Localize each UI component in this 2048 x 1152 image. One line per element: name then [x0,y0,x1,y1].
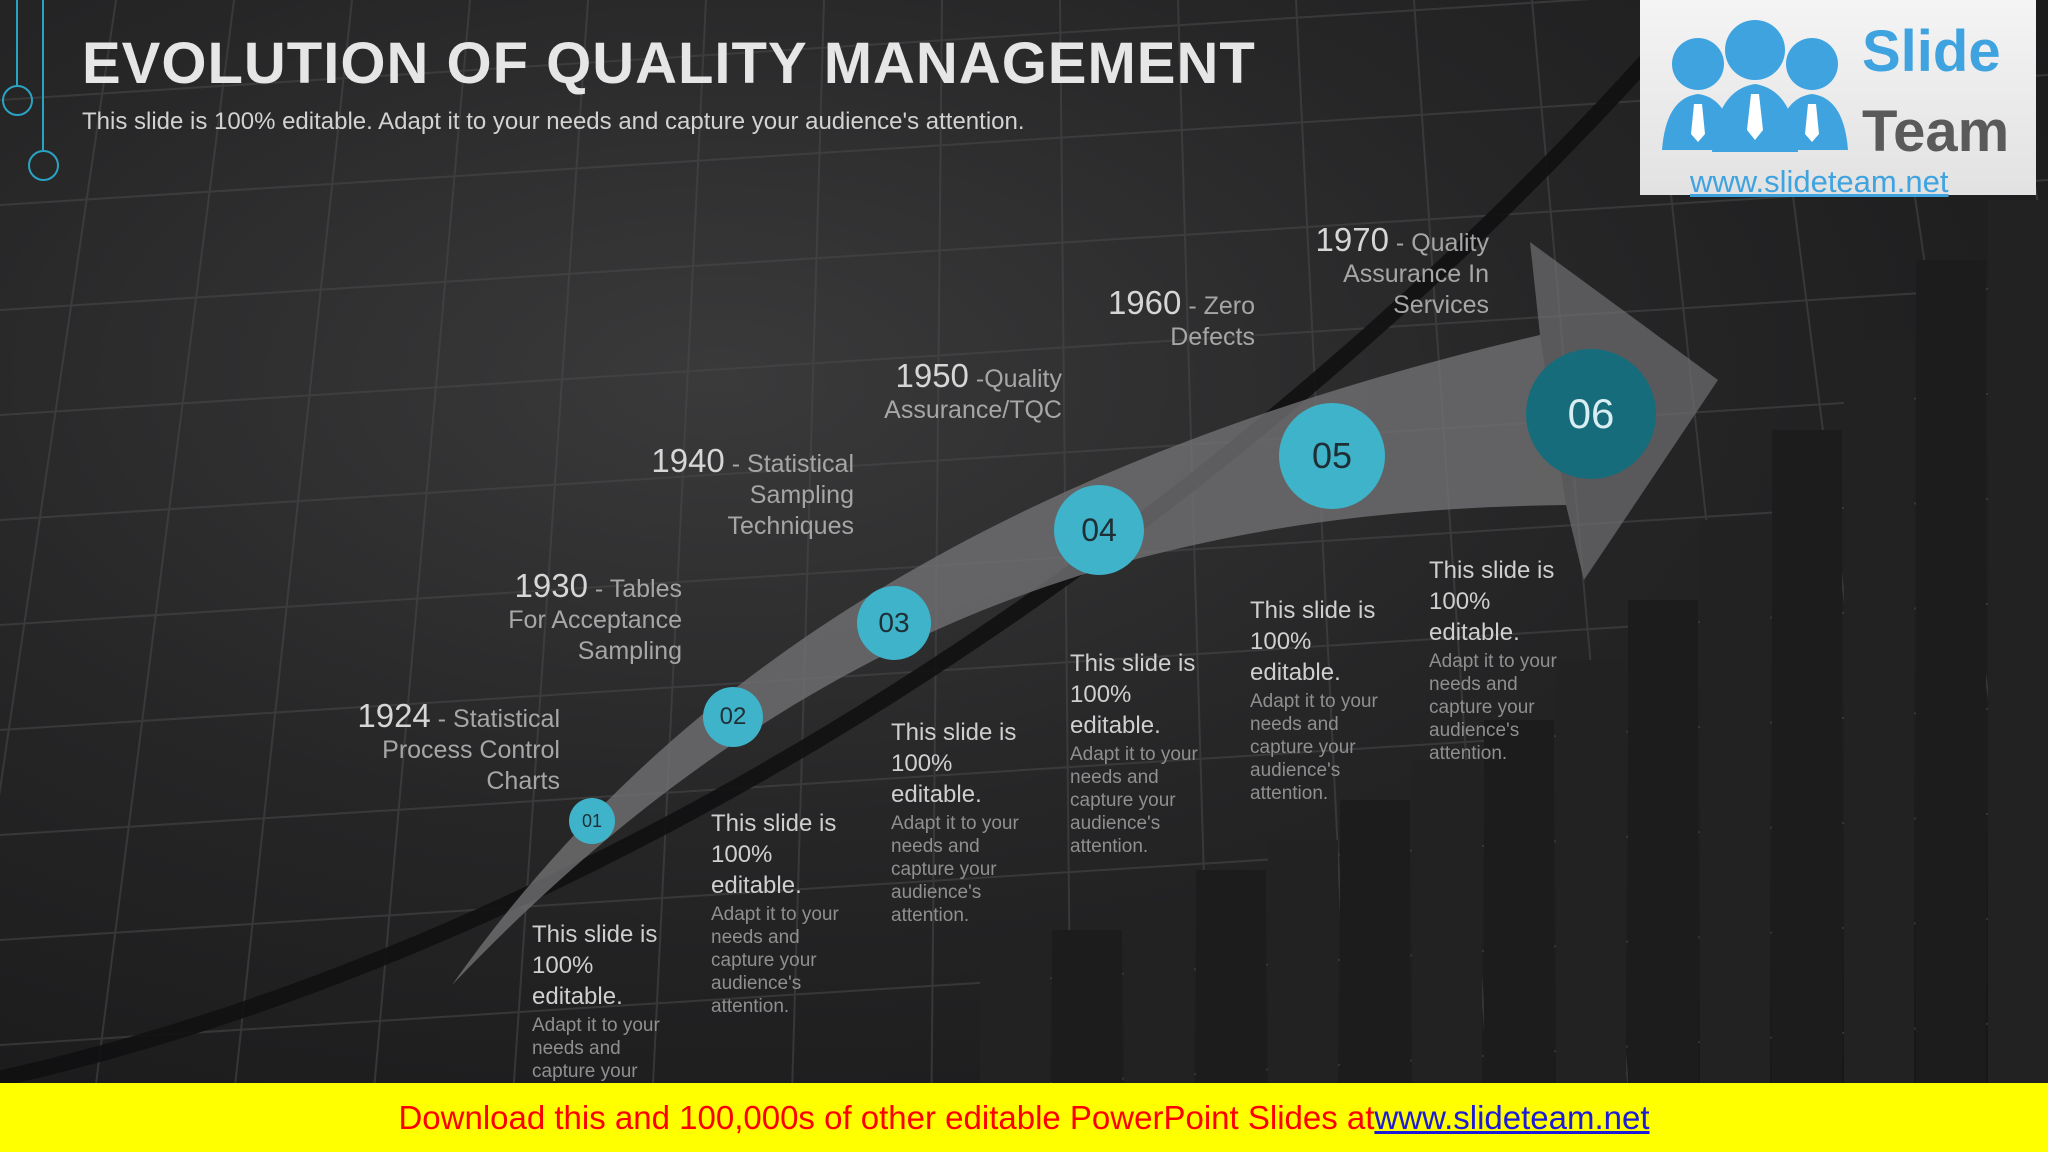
footer-link[interactable]: www.slideteam.net [1374,1098,1650,1136]
milestone-circle-06: 06 [1526,349,1656,479]
description-body: Adapt it to your needs and capture your … [1429,651,1557,764]
milestone-event-line: Process Control [382,736,560,764]
decor-ring-2 [28,150,59,181]
background-bar-chart [980,200,2048,1083]
milestone-event-line: Charts [486,767,560,795]
milestone-label-06: 1970 - Quality Assurance In Services [1315,221,1489,321]
background-graphic [0,0,2048,1083]
milestone-event-line: Statistical [747,450,854,478]
background-bar [980,960,1050,1083]
background-bar [1916,260,1986,1083]
milestone-circle-02: 02 [703,687,763,747]
milestone-number: 01 [581,810,603,831]
milestone-number: 03 [878,607,910,638]
decor-ring-1 [2,85,33,116]
milestone-label-03: 1940 - Statistical Sampling Techniques [651,442,854,542]
description-body: Adapt it to your needs and capture your … [1250,691,1378,804]
milestone-description-05: This slide is 100% editable. Adapt it to … [1250,595,1400,805]
milestone-separator: - [724,450,748,478]
milestone-description-01: This slide is 100% editable. Adapt it to … [532,919,682,1083]
milestone-separator: - [430,705,454,733]
logo-url-link[interactable]: www.slideteam.net [1690,164,1949,199]
page-subtitle: This slide is 100% editable. Adapt it to… [82,108,1025,135]
background-bar [1052,930,1122,1083]
description-heading: This slide is 100% editable. [1250,597,1376,686]
background-bar [1628,600,1698,1083]
milestone-separator: - [587,575,610,603]
background-bar [1196,870,1266,1083]
milestone-year: 1960 [1107,284,1182,321]
milestone-year: 1940 [651,442,725,479]
milestone-year: 1924 [357,697,431,734]
background-bar [1844,340,1914,1083]
decor-line-1 [16,0,18,86]
milestone-separator: - [1181,292,1204,320]
description-heading: This slide is 100% editable. [532,921,658,1010]
background-bar [1556,660,1626,1083]
milestone-label-05: 1960 - Zero Defects [1107,284,1255,353]
milestone-event-line: Zero [1203,292,1255,320]
page-title: EVOLUTION OF QUALITY MANAGEMENT [82,31,1256,96]
milestone-label-01: 1924 - Statistical Process Control Charts [357,697,560,797]
background-bar [1988,200,2048,1083]
milestone-event-line: Quality [984,365,1062,393]
milestone-separator: - [968,365,985,393]
milestone-event-line: Assurance/TQC [884,396,1062,424]
logo-word-slide: Slide [1862,19,2001,84]
description-heading: This slide is 100% editable. [1070,650,1196,739]
decor-line-2 [42,0,44,150]
milestone-circle-01: 01 [569,798,615,844]
description-heading: This slide is 100% editable. [891,719,1017,808]
milestone-circle-04: 04 [1054,485,1144,575]
description-body: Adapt it to your needs and capture your … [711,904,839,1017]
background-bar [1340,800,1410,1083]
background-bar [1700,520,1770,1083]
milestone-event-line: Statistical [453,705,560,733]
milestone-event-line: Assurance In [1343,260,1489,288]
footer-text: Download this and 100,000s of other edit… [398,1098,1375,1136]
milestone-description-02: This slide is 100% editable. Adapt it to … [711,808,861,1018]
milestone-circle-05: 05 [1279,403,1385,509]
description-heading: This slide is 100% editable. [711,810,837,899]
milestone-year: 1950 [895,357,969,394]
milestone-event-line: Quality [1411,229,1489,257]
milestone-separator: - [1388,229,1412,257]
logo-word-team: Team [1862,99,2010,164]
milestone-description-06: This slide is 100% editable. Adapt it to … [1429,555,1579,765]
milestone-event-line: Tables [609,575,682,603]
milestone-event-line: For Acceptance [508,606,682,634]
timeline-arrow [452,242,1718,985]
milestone-year: 1930 [514,567,588,604]
milestone-number: 05 [1311,435,1353,476]
background-bar [1484,720,1554,1083]
milestone-year: 1970 [1315,221,1389,258]
milestone-number: 02 [719,703,747,730]
background-bar [1412,760,1482,1083]
milestone-event-line: Sampling [749,481,854,509]
description-heading: This slide is 100% editable. [1429,557,1555,646]
background-curve [0,0,1700,1083]
description-body: Adapt it to your needs and capture your … [891,813,1019,926]
description-body: Adapt it to your needs and capture your … [1070,744,1198,857]
milestone-number: 04 [1081,511,1117,548]
milestone-event-line: Defects [1170,323,1255,351]
milestone-event-line: Sampling [577,637,682,665]
milestone-circle-03: 03 [857,586,931,660]
milestone-description-04: This slide is 100% editable. Adapt it to … [1070,648,1220,858]
background-bar [1268,840,1338,1083]
milestone-event-line: Techniques [727,512,854,540]
milestone-number: 06 [1567,390,1615,437]
description-body: Adapt it to your needs and capture your … [532,1015,660,1082]
milestone-label-04: 1950 -Quality Assurance/TQC [884,357,1062,426]
milestone-event-line: Services [1393,291,1489,319]
background-bar [1772,430,1842,1083]
slideteam-logo[interactable]: Slide Team www.slideteam.net [1640,0,2036,199]
milestone-description-03: This slide is 100% editable. Adapt it to … [891,717,1041,927]
background-bar [1124,900,1194,1083]
footer-banner: Download this and 100,000s of other edit… [0,1083,2048,1152]
milestone-label-02: 1930 - Tables For Acceptance Sampling [508,567,682,667]
people-icon [1662,20,1848,152]
